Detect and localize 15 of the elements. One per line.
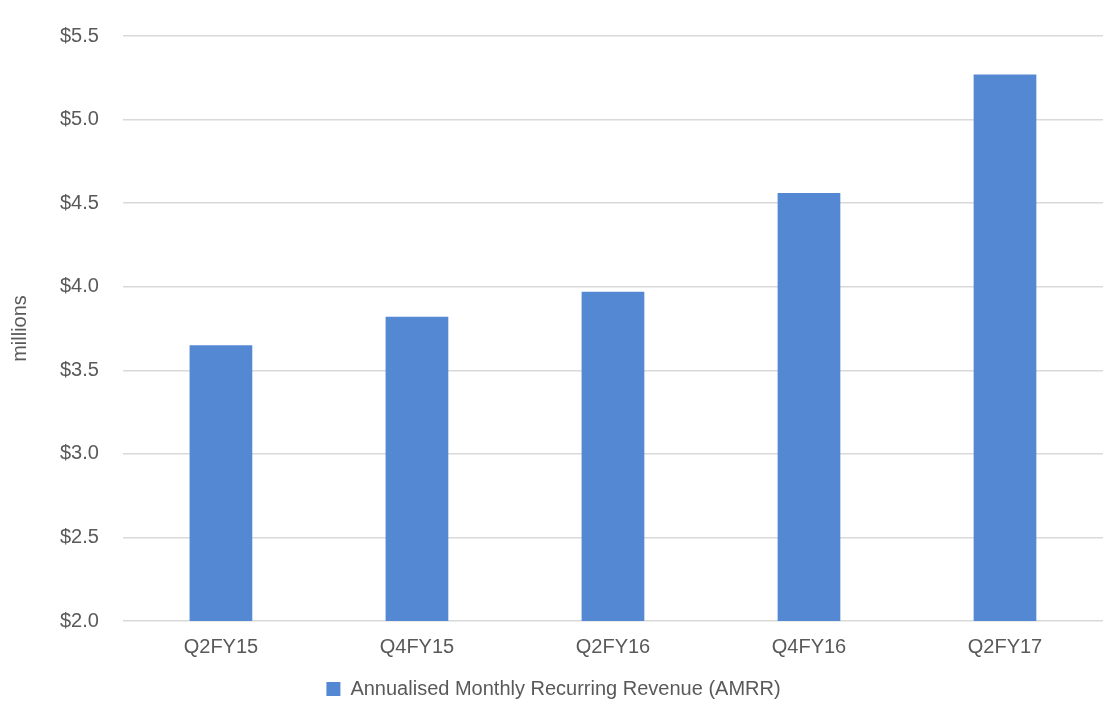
y-tick-label: $5.0: [59, 107, 99, 130]
y-tick-label: $2.0: [59, 608, 99, 631]
y-tick-label: $2.5: [59, 524, 99, 547]
x-tick-label: Q2FY16: [575, 634, 651, 657]
x-tick-label: Q2FY15: [183, 634, 259, 657]
x-tick-label: Q2FY17: [967, 634, 1043, 657]
y-tick-label: $4.5: [59, 190, 99, 213]
x-tick-label: Q4FY15: [379, 634, 455, 657]
y-axis-title: millions: [7, 295, 30, 362]
x-tick-label: Q4FY16: [771, 634, 847, 657]
y-tick-label: $5.5: [59, 23, 99, 46]
y-tick-label: $3.5: [59, 357, 99, 380]
y-tick-label: $4.0: [59, 274, 99, 297]
legend-label: Annualised Monthly Recurring Revenue (AMRR): [350, 676, 781, 699]
y-tick-label: $3.0: [59, 441, 99, 464]
